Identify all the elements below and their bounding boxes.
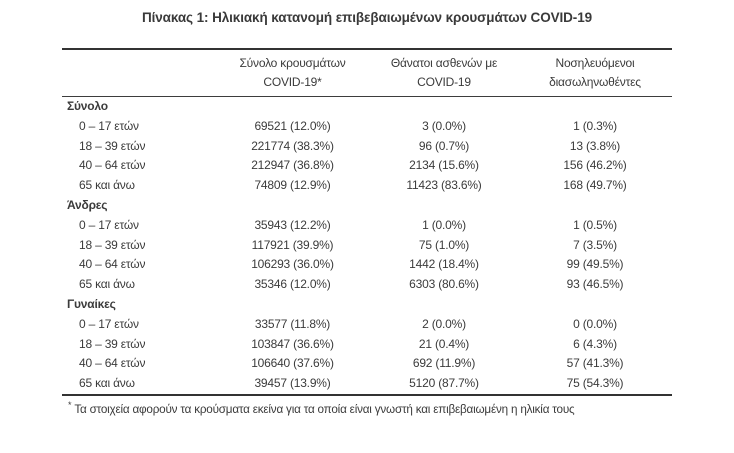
top-rule [62,48,672,50]
table-row: 40 – 64 ετών 212947 (36.8%) 2134 (15.6%)… [62,156,672,176]
intubated-cell: 75 (54.3%) [566,376,624,391]
table-row: 0 – 17 ετών 33577 (11.8%) 2 (0.0%) 0 (0.… [62,315,672,335]
section-row-total: Σύνολο [62,97,672,117]
section-label: Γυναίκες [67,296,116,311]
column-header-total-cases: Σύνολο κρουσμάτων COVID-19* [215,54,370,92]
covid-age-distribution-table: Σύνολο κρουσμάτων COVID-19* Θάνατοι ασθε… [62,48,672,416]
cases-cell: 103847 (36.6%) [251,336,334,351]
footnote: * Τα στοιχεία αφορούν τα κρούσματα εκείνα… [62,400,672,416]
cases-cell: 221774 (38.3%) [251,138,334,153]
empty-cell [370,97,518,117]
table-row: 65 και άνω 74809 (12.9%) 11423 (83.6%) 1… [62,176,672,196]
deaths-cell: 3 (0.0%) [422,118,466,133]
intubated-cell: 13 (3.8%) [569,138,621,153]
deaths-cell: 2134 (15.6%) [409,158,479,173]
age-label: 40 – 64 ετών [79,356,146,371]
column-header-line: COVID-19 [417,75,471,89]
intubated-cell: 1 (0.3%) [573,118,617,133]
section-label: Σύνολο [67,99,108,113]
table-row: 40 – 64 ετών 106293 (36.0%) 1442 (18.4%)… [62,255,672,275]
cases-cell: 33577 (11.8%) [254,316,331,331]
cases-cell: 117921 (39.9%) [251,237,334,252]
table-row: 65 και άνω 39457 (13.9%) 5120 (87.7%) 75… [62,374,672,394]
column-header-line: Νοσηλευόμενοι [555,56,635,70]
deaths-cell: 1 (0.0%) [422,217,466,232]
section-row-women: Γυναίκες [62,295,672,315]
age-label: 40 – 64 ετών [79,158,146,173]
deaths-cell: 96 (0.7%) [418,138,470,153]
deaths-cell: 75 (1.0%) [418,237,470,252]
age-label: 0 – 17 ετών [79,118,139,133]
column-header-intubated: Νοσηλευόμενοι διασωληνωθέντες [518,54,672,92]
section-label: Άνδρες [67,197,108,212]
intubated-cell: 93 (46.5%) [566,277,624,292]
age-label: 65 και άνω [79,376,135,391]
empty-cell [215,97,370,117]
age-label: 0 – 17 ετών [79,217,139,232]
deaths-cell: 6303 (80.6%) [409,277,479,292]
table-row: 18 – 39 ετών 117921 (39.9%) 75 (1.0%) 7 … [62,236,672,256]
footnote-asterisk: * [68,400,72,410]
column-header-line: διασωληνωθέντες [549,75,641,89]
cases-cell: 212947 (36.8%) [251,158,334,173]
table-row: 65 και άνω 35346 (12.0%) 6303 (80.6%) 93… [62,275,672,295]
intubated-cell: 6 (4.3%) [573,336,617,351]
table-row: 18 – 39 ετών 221774 (38.3%) 96 (0.7%) 13… [62,137,672,157]
column-header-line: Θάνατοι ασθενών με [390,56,498,70]
cases-cell: 106293 (36.0%) [251,257,334,272]
table-row: 0 – 17 ετών 69521 (12.0%) 3 (0.0%) 1 (0.… [62,117,672,137]
intubated-cell: 57 (41.3%) [566,356,624,371]
age-label: 0 – 17 ετών [79,316,139,331]
age-label: 18 – 39 ετών [79,237,146,252]
empty-cell [518,196,672,216]
table-row: 0 – 17 ετών 35943 (12.2%) 1 (0.0%) 1 (0.… [62,216,672,236]
cases-cell: 106640 (37.6%) [251,356,334,371]
table-title: Πίνακας 1: Ηλικιακή κατανομή επιβεβαιωμέ… [141,10,593,25]
intubated-cell: 7 (3.5%) [573,237,617,252]
table-header-row: Σύνολο κρουσμάτων COVID-19* Θάνατοι ασθε… [62,50,672,96]
cases-cell: 35346 (12.0%) [254,277,331,292]
intubated-cell: 0 (0.0%) [573,316,617,331]
deaths-cell: 5120 (87.7%) [409,376,479,391]
deaths-cell: 11423 (83.6%) [406,178,482,193]
deaths-cell: 692 (11.9%) [412,356,476,371]
empty-cell [518,295,672,315]
age-label: 65 και άνω [79,178,135,193]
table-row: 18 – 39 ετών 103847 (36.6%) 21 (0.4%) 6 … [62,335,672,355]
header-divider-rule [62,96,672,97]
empty-cell [370,196,518,216]
intubated-cell: 1 (0.5%) [573,217,617,232]
cases-cell: 69521 (12.0%) [254,118,331,133]
table-row: 40 – 64 ετών 106640 (37.6%) 692 (11.9%) … [62,354,672,374]
intubated-cell: 168 (49.7%) [563,178,627,193]
empty-cell [215,196,370,216]
empty-cell [518,97,672,117]
age-label: 18 – 39 ετών [79,336,146,351]
column-header-deaths: Θάνατοι ασθενών με COVID-19 [370,54,518,92]
intubated-cell: 156 (46.2%) [563,158,627,173]
intubated-cell: 99 (49.5%) [566,257,624,272]
empty-cell [215,295,370,315]
column-header-line: Σύνολο κρουσμάτων [239,56,346,70]
age-label: 40 – 64 ετών [79,257,146,272]
age-label: 65 και άνω [79,277,135,292]
bottom-rule [62,394,672,396]
section-row-men: Άνδρες [62,196,672,216]
cases-cell: 39457 (13.9%) [254,376,331,391]
cases-cell: 74809 (12.9%) [254,178,331,193]
footnote-text: Τα στοιχεία αφορούν τα κρούσματα εκείνα … [74,402,575,416]
deaths-cell: 2 (0.0%) [422,316,466,331]
empty-cell [370,295,518,315]
deaths-cell: 21 (0.4%) [418,336,470,351]
table-body: Σύνολο 0 – 17 ετών 69521 (12.0%) 3 (0.0%… [62,97,672,394]
deaths-cell: 1442 (18.4%) [409,257,479,272]
cases-cell: 35943 (12.2%) [254,217,331,232]
age-label: 18 – 39 ετών [79,138,146,153]
column-header-line: COVID-19* [263,75,322,89]
